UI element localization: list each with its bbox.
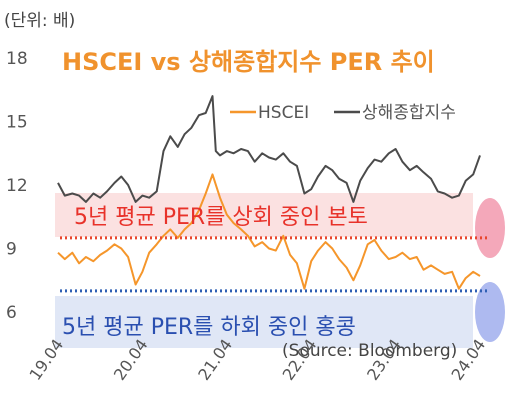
series-line-shanghai <box>57 95 481 203</box>
y-tick-label: 15 <box>6 113 28 133</box>
source-note: (Source: Bloomberg) <box>282 341 457 361</box>
upper-annotation-text: 5년 평균 PER를 상회 중인 본토 <box>74 205 368 230</box>
x-tick-label: 19.04 <box>25 335 67 383</box>
unit-label: (단위: 배) <box>4 11 75 31</box>
series-line-hscei <box>57 173 481 290</box>
y-tick-label: 9 <box>6 240 17 260</box>
upper-annotation-ellipse <box>475 198 505 258</box>
legend-label-hscei: HSCEI <box>258 103 309 123</box>
reference-lines <box>60 236 488 293</box>
lower-annotation-ellipse <box>475 282 505 342</box>
lower-annotation-band <box>55 296 473 348</box>
chart-title: HSCEI vs 상해종합지수 PER 추이 <box>62 48 435 76</box>
y-tick-label: 18 <box>6 49 28 69</box>
series-lines <box>57 95 481 290</box>
y-tick-label: 6 <box>6 303 17 323</box>
y-axis-ticks: 6 9 12 15 18 <box>6 49 28 323</box>
lower-annotation-text: 5년 평균 PER를 하회 중인 홍콩 <box>62 315 356 340</box>
y-tick-label: 12 <box>6 176 28 196</box>
upper-annotation-band <box>55 193 473 237</box>
legend-label-shanghai: 상해종합지수 <box>362 103 456 123</box>
